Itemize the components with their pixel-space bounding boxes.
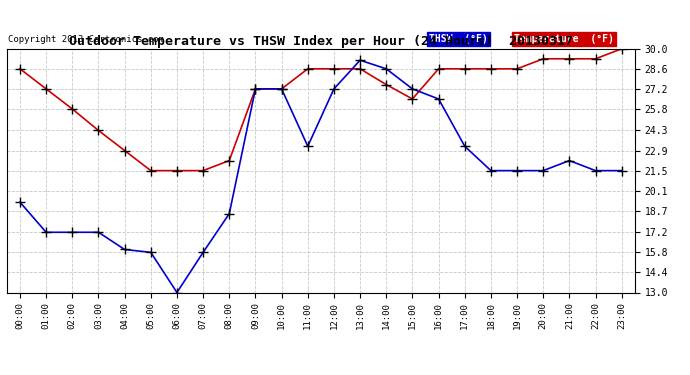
Text: Copyright 2013 Cartronics.com: Copyright 2013 Cartronics.com xyxy=(8,35,164,44)
Text: Temperature  (°F): Temperature (°F) xyxy=(514,34,614,44)
Text: THSW  (°F): THSW (°F) xyxy=(429,34,488,44)
Title: Outdoor Temperature vs THSW Index per Hour (24 Hours)  20130317: Outdoor Temperature vs THSW Index per Ho… xyxy=(69,34,573,48)
